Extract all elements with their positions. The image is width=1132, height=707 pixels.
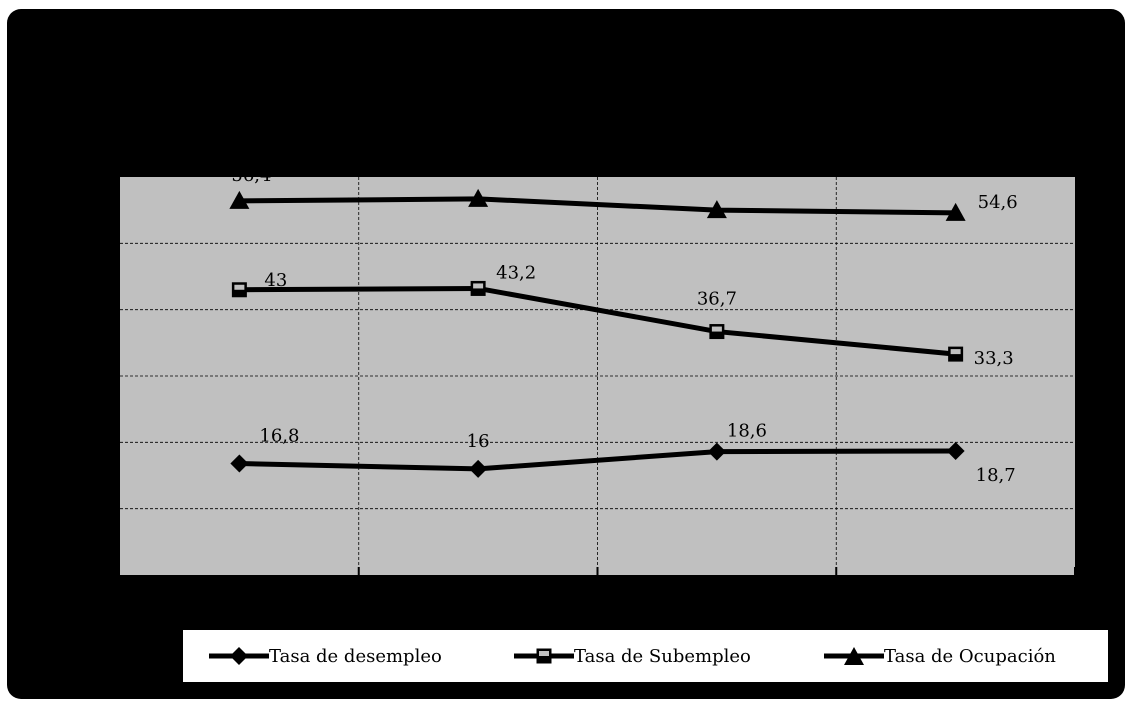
- triangle-marker: [945, 202, 966, 221]
- legend-label-subempleo: Tasa de Subempleo: [574, 645, 751, 667]
- square-marker-highlight: [473, 283, 484, 289]
- legend-triangle-marker-icon: [824, 647, 884, 665]
- diamond-marker: [230, 454, 249, 473]
- square-marker-highlight: [711, 326, 722, 332]
- legend-item-subempleo: Tasa de Subempleo: [514, 630, 751, 682]
- triangle-marker: [468, 188, 489, 207]
- diamond-marker: [946, 441, 965, 460]
- data-label: 43,2: [496, 262, 536, 283]
- data-label: 18,6: [727, 421, 767, 442]
- data-label: 18,7: [976, 465, 1016, 486]
- grid-lines: [120, 177, 1075, 575]
- data-labels: 16,8 16 18,6 18,7 43 43,2 36,7 33,3 56,4 54,6: [231, 165, 1017, 486]
- legend-square-marker-icon: [514, 648, 574, 664]
- data-label: 43: [264, 270, 287, 291]
- data-label: 16,8: [259, 426, 299, 447]
- legend-label-ocupacion: Tasa de Ocupación: [884, 645, 1056, 667]
- triangle-marker: [706, 200, 727, 219]
- data-label: 54,6: [978, 192, 1018, 213]
- legend-item-ocupacion: Tasa de Ocupación: [824, 630, 1056, 682]
- x-axis-ticks: [357, 567, 1076, 575]
- legend-item-desempleo: Tasa de desempleo: [209, 630, 442, 682]
- series-layer: [229, 188, 966, 478]
- triangle-marker: [229, 190, 250, 209]
- data-label: 36,7: [697, 289, 737, 310]
- legend-diamond-marker-icon: [209, 647, 269, 665]
- diamond-marker: [707, 442, 726, 461]
- square-marker-highlight: [234, 284, 245, 290]
- square-marker-highlight: [950, 349, 961, 355]
- series-line: [239, 448, 956, 472]
- legend-label-desempleo: Tasa de desempleo: [269, 645, 442, 667]
- data-label: 33,3: [974, 348, 1014, 369]
- data-label: 16: [467, 431, 490, 452]
- series-line: [239, 196, 956, 216]
- legend: Tasa de desempleo Tasa de Subempleo Tasa…: [183, 630, 1108, 682]
- series-line: [239, 285, 956, 357]
- data-label: 56,4: [231, 165, 271, 186]
- diamond-marker: [469, 459, 488, 478]
